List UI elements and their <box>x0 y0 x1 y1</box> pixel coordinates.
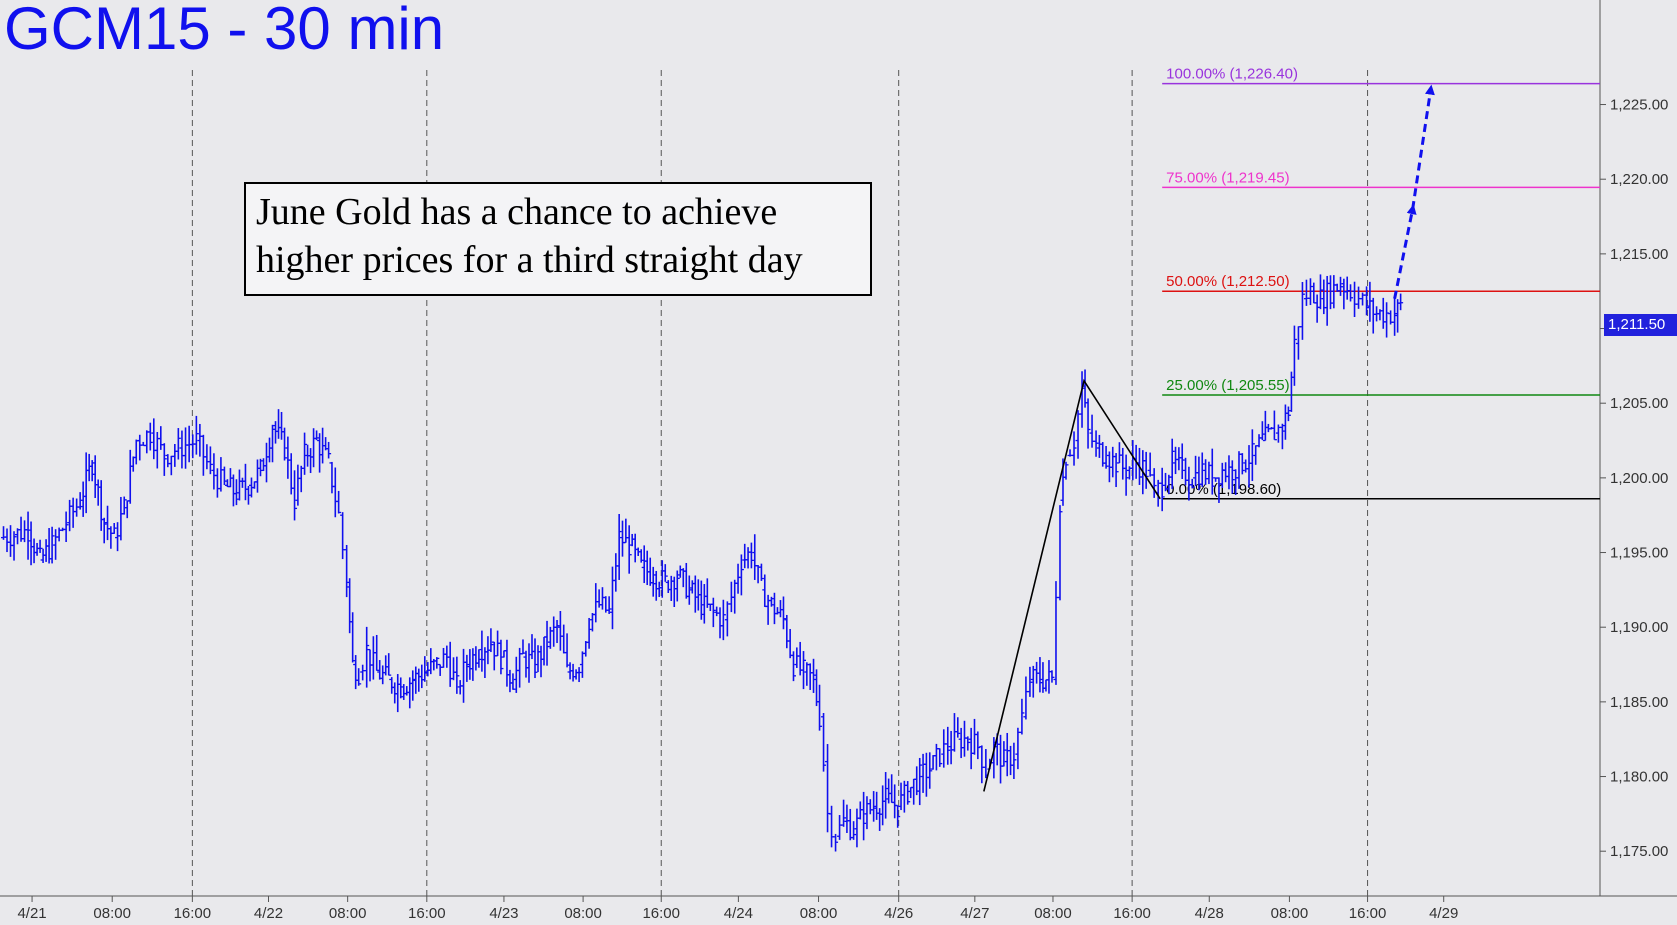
x-tick-label: 08:00 <box>800 905 838 922</box>
fib-level-label: 25.00% (1,205.55) <box>1166 377 1289 394</box>
x-tick-label: 08:00 <box>1271 905 1309 922</box>
x-tick-label: 16:00 <box>1113 905 1151 922</box>
annotation-line-1: June Gold has a chance to achieve <box>256 191 778 233</box>
chart-title: GCM15 - 30 min <box>4 0 445 62</box>
last-price-badge: 1,211.50 <box>1604 314 1677 336</box>
plot-area <box>0 0 1600 896</box>
x-tick-label: 16:00 <box>408 905 446 922</box>
y-tick-label: 1,220.00 <box>1610 171 1668 188</box>
fib-level-label: 50.00% (1,212.50) <box>1166 273 1289 290</box>
y-tick-label: 1,225.00 <box>1610 97 1668 114</box>
x-tick-label: 4/28 <box>1195 905 1224 922</box>
y-tick-label: 1,185.00 <box>1610 694 1668 711</box>
x-tick-label: 4/23 <box>489 905 518 922</box>
y-tick-label: 1,205.00 <box>1610 395 1668 412</box>
price-bars <box>1 274 1404 852</box>
annotation-line-2: higher prices for a third straight day <box>256 239 803 281</box>
y-tick-label: 1,175.00 <box>1610 843 1668 860</box>
y-tick-label: 1,215.00 <box>1610 246 1668 263</box>
x-tick-label: 4/22 <box>254 905 283 922</box>
y-tick-label: 1,180.00 <box>1610 769 1668 786</box>
fib-level-label: 0.00% (1,198.60) <box>1166 481 1281 498</box>
x-tick-label: 16:00 <box>174 905 212 922</box>
x-tick-label: 4/24 <box>724 905 753 922</box>
x-tick-label: 16:00 <box>1349 905 1387 922</box>
y-tick-label: 1,200.00 <box>1610 470 1668 487</box>
x-tick-label: 16:00 <box>642 905 680 922</box>
x-tick-label: 08:00 <box>564 905 602 922</box>
x-tick-label: 4/26 <box>884 905 913 922</box>
y-tick-label: 1,190.00 <box>1610 619 1668 636</box>
x-tick-label: 4/21 <box>17 905 46 922</box>
x-tick-label: 4/29 <box>1429 905 1458 922</box>
fib-level-label: 75.00% (1,219.45) <box>1166 169 1289 186</box>
projection-arrow <box>1393 204 1417 299</box>
y-tick-label: 1,195.00 <box>1610 545 1668 562</box>
x-tick-label: 08:00 <box>1034 905 1072 922</box>
x-tick-label: 08:00 <box>93 905 131 922</box>
x-tick-label: 08:00 <box>329 905 367 922</box>
pattern-line <box>983 378 1161 792</box>
fib-level-label: 100.00% (1,226.40) <box>1166 66 1298 83</box>
x-tick-label: 4/27 <box>960 905 989 922</box>
projection-arrow <box>1411 84 1435 210</box>
annotation-box: June Gold has a chance to achieve higher… <box>244 182 872 296</box>
